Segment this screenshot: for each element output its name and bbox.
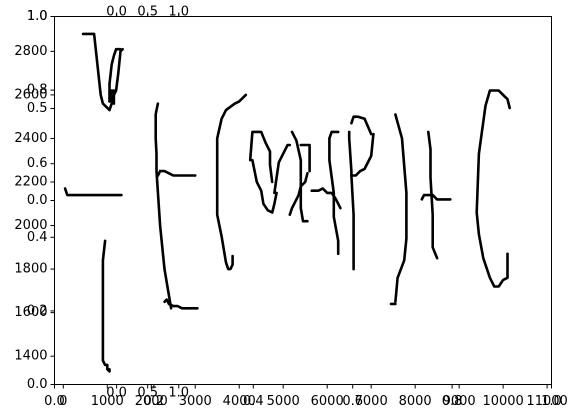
stroke-line-4 (101, 239, 111, 373)
axes-frame (54, 16, 552, 385)
x-tick-label-3000: 3000 (179, 394, 212, 409)
x-tick-label-7000: 7000 (355, 394, 388, 409)
stroke-line-16 (310, 187, 342, 210)
overlay-y-tick-label-0.6: 0.6 (27, 156, 48, 171)
overlay-y-tick-label-0.8: 0.8 (27, 83, 48, 98)
stroke-line-7 (163, 298, 199, 310)
y-tick-label-1600: 1600 (14, 305, 47, 320)
inset-y-tick-label-1.0: 1.0 (27, 9, 48, 24)
handwriting-strokes (63, 32, 512, 373)
stroke-line-8 (215, 93, 248, 166)
x-tick-label-8000: 8000 (399, 394, 432, 409)
stroke-line-19 (347, 130, 375, 177)
inset-top-tick-label-0.0: 0.0 (106, 5, 127, 20)
x-tick-label-4000: 4000 (223, 394, 256, 409)
stroke-line-2 (108, 47, 124, 103)
stroke-line-22 (394, 113, 408, 304)
stroke-line-25 (426, 130, 439, 260)
y-tick-label-2600: 2600 (14, 87, 47, 102)
overlay-x-tick-label-0.2: 0.2 (144, 394, 165, 409)
stroke-line-14 (299, 143, 311, 173)
stroke-line-9 (215, 163, 234, 271)
stroke-line-24 (420, 193, 452, 201)
y-tick-label-2800: 2800 (14, 44, 47, 59)
inset-top-tick-label-0.5: 0.5 (137, 5, 158, 20)
y-tick-label-2400: 2400 (14, 131, 47, 146)
stroke-line-12 (273, 143, 292, 195)
overlay-x-tick-label-0.4: 0.4 (243, 394, 264, 409)
stroke-line-26 (475, 89, 512, 214)
x-tick-label-11000: 11000 (526, 394, 567, 409)
stroke-line-27 (475, 211, 509, 288)
y-tick-label-2000: 2000 (14, 218, 47, 233)
stroke-line-11 (251, 158, 278, 214)
overlay-y-tick-label-0.2: 0.2 (27, 303, 48, 318)
overlay-x-tick-label-0.0: 0.0 (44, 394, 65, 409)
stroke-line-1 (81, 32, 122, 112)
inset-y-tick-label-0.0: 0.0 (27, 193, 48, 208)
y-tick-label-2200: 2200 (14, 174, 47, 189)
stroke-line-17 (328, 137, 340, 256)
overlay-x-tick-label-0.8: 0.8 (442, 394, 463, 409)
x-tick-label-9000: 9000 (443, 394, 476, 409)
stroke-line-6 (156, 169, 197, 177)
y-tick-label-1400: 1400 (14, 349, 47, 364)
x-tick-label-1000: 1000 (91, 394, 124, 409)
stroke-line-21 (350, 174, 355, 271)
inset-y-tick-label-0.5: 0.5 (27, 101, 48, 116)
x-tick-label-0: 0 (59, 394, 67, 409)
overlay-y-tick-label-1.0: 1.0 (27, 9, 48, 24)
inset-x-tick-label-0.0: 0.0 (106, 385, 127, 400)
x-tick-label-5000: 5000 (267, 394, 300, 409)
x-tick-label-10000: 10000 (482, 394, 523, 409)
stroke-line-15 (288, 172, 309, 216)
inset-x-tick-label-1.0: 1.0 (168, 385, 189, 400)
overlay-y-tick-label-0.0: 0.0 (27, 377, 48, 392)
stroke-line-13 (290, 130, 309, 223)
inset-x-tick-label-0.5: 0.5 (137, 385, 158, 400)
x-tick-label-2000: 2000 (135, 394, 168, 409)
stroke-line-20 (350, 115, 373, 136)
axis-ticks (50, 12, 552, 389)
stroke-line-10 (248, 130, 274, 184)
x-tick-label-6000: 6000 (311, 394, 344, 409)
inset-top-tick-label-1.0: 1.0 (168, 5, 189, 20)
overlay-x-tick-label-0.6: 0.6 (342, 394, 363, 409)
overlay-x-tick-label-1.0: 1.0 (541, 394, 562, 409)
overlay-y-tick-label-0.4: 0.4 (27, 230, 48, 245)
y-tick-label-1800: 1800 (14, 262, 47, 277)
stroke-line-18 (328, 130, 340, 140)
axis-tick-labels: 0 1000 2000 3000 4000 5000 6000 7000 8000 9000 100… (14, 5, 567, 410)
stroke-line-5 (154, 102, 173, 310)
stroke-line-3 (63, 187, 123, 197)
